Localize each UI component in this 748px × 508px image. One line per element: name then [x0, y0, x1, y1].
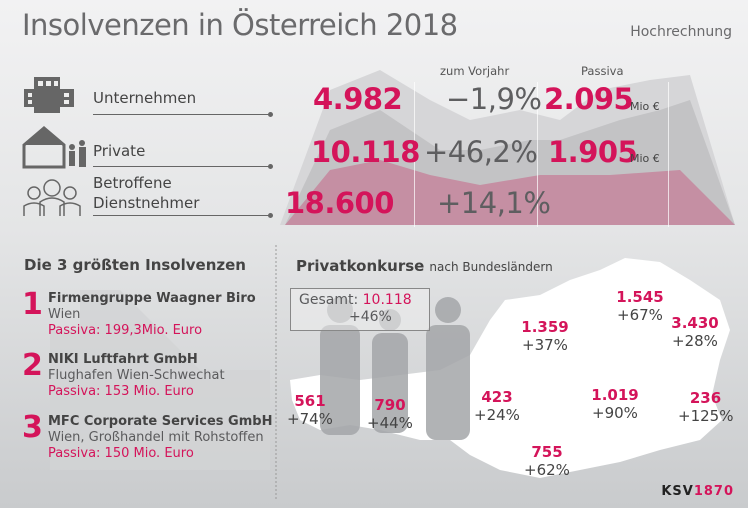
region-oberoesterreich: 1.359 +37%: [521, 318, 569, 354]
total-value: 10.118: [362, 292, 412, 308]
change-dienstnehmer: +14,1%: [437, 186, 551, 220]
value-dienstnehmer: 18.600: [285, 186, 394, 220]
company-name: Firmengruppe Waagner Biro: [48, 291, 256, 306]
value-unternehmen: 4.982: [313, 82, 403, 116]
label-line: Dienstnehmer: [93, 194, 200, 212]
unit: Mio €: [630, 100, 660, 113]
passiva-unternehmen: 2.095: [544, 82, 634, 116]
region-vorarlberg: 561 +74%: [287, 392, 333, 428]
company-passiva: Passiva: 153 Mio. Euro: [48, 384, 194, 399]
total-box: Gesamt: 10.118 +46%: [290, 288, 430, 331]
column-header-passiva: Passiva: [581, 64, 624, 78]
row-line: [93, 164, 273, 169]
divider: [537, 82, 538, 227]
region-kaernten: 755 +62%: [524, 443, 570, 479]
top3-item: NIKI Luftfahrt GmbH Flughafen Wien-Schwec…: [48, 352, 225, 400]
divider: [668, 82, 669, 227]
rank: 1: [22, 287, 43, 322]
region-niederoesterreich: 1.545 +67%: [616, 288, 664, 324]
company-detail: Wien, Großhandel mit Rohstoffen: [48, 430, 264, 445]
company-passiva: Passiva: 150 Mio. Euro: [48, 446, 194, 461]
total-change: +46%: [349, 309, 392, 325]
page-title: Insolvenzen in Österreich 2018: [22, 8, 458, 42]
region-burgenland: 236 +125%: [678, 389, 734, 425]
building-icon: [24, 77, 74, 113]
change-unternehmen: −1,9%: [446, 82, 542, 116]
region-wien: 3.430 +28%: [671, 314, 719, 350]
divider: [414, 82, 415, 227]
company-detail: Wien: [48, 307, 81, 322]
label-line: Betroffene: [93, 174, 172, 192]
total-label: Gesamt:: [299, 292, 359, 308]
top3-heading: Die 3 größten Insolvenzen: [24, 256, 246, 274]
passiva-private: 1.905: [548, 135, 638, 169]
rank: 3: [22, 410, 43, 445]
company-name: MFC Corporate Services GmbH: [48, 414, 273, 429]
map-heading-suffix: nach Bundesländern: [429, 260, 553, 274]
house-family-icon: [22, 126, 86, 169]
row-label-unternehmen: Unternehmen: [93, 89, 197, 107]
company-passiva: Passiva: 199,3Mio. Euro: [48, 323, 203, 338]
ksv-logo: KSV1870: [661, 484, 734, 499]
map-heading-main: Privatkonkurse: [296, 257, 425, 275]
company-name: NIKI Luftfahrt GmbH: [48, 352, 198, 367]
row-label-private: Private: [93, 142, 146, 160]
row-label-dienstnehmer: Betroffene Dienstnehmer: [93, 173, 199, 213]
rank: 2: [22, 348, 43, 383]
value-private: 10.118: [311, 135, 420, 169]
region-tirol: 790 +44%: [367, 396, 413, 432]
company-detail: Flughafen Wien-Schwechat: [48, 368, 225, 383]
region-steiermark: 1.019 +90%: [591, 386, 639, 422]
row-line: [93, 112, 273, 117]
top3-item: Firmengruppe Waagner Biro Wien Passiva: 19…: [48, 291, 256, 339]
top3-item: MFC Corporate Services GmbH Wien, Großhan…: [48, 414, 272, 462]
map-heading: Privatkonkurse nach Bundesländern: [296, 256, 553, 275]
people-icon: [23, 179, 81, 216]
row-line: [93, 213, 273, 218]
change-private: +46,2%: [424, 135, 538, 169]
region-salzburg: 423 +24%: [474, 388, 520, 424]
subtitle: Hochrechnung: [630, 24, 732, 40]
column-header-vorjahr: zum Vorjahr: [440, 64, 510, 78]
unit: Mio €: [630, 152, 660, 165]
